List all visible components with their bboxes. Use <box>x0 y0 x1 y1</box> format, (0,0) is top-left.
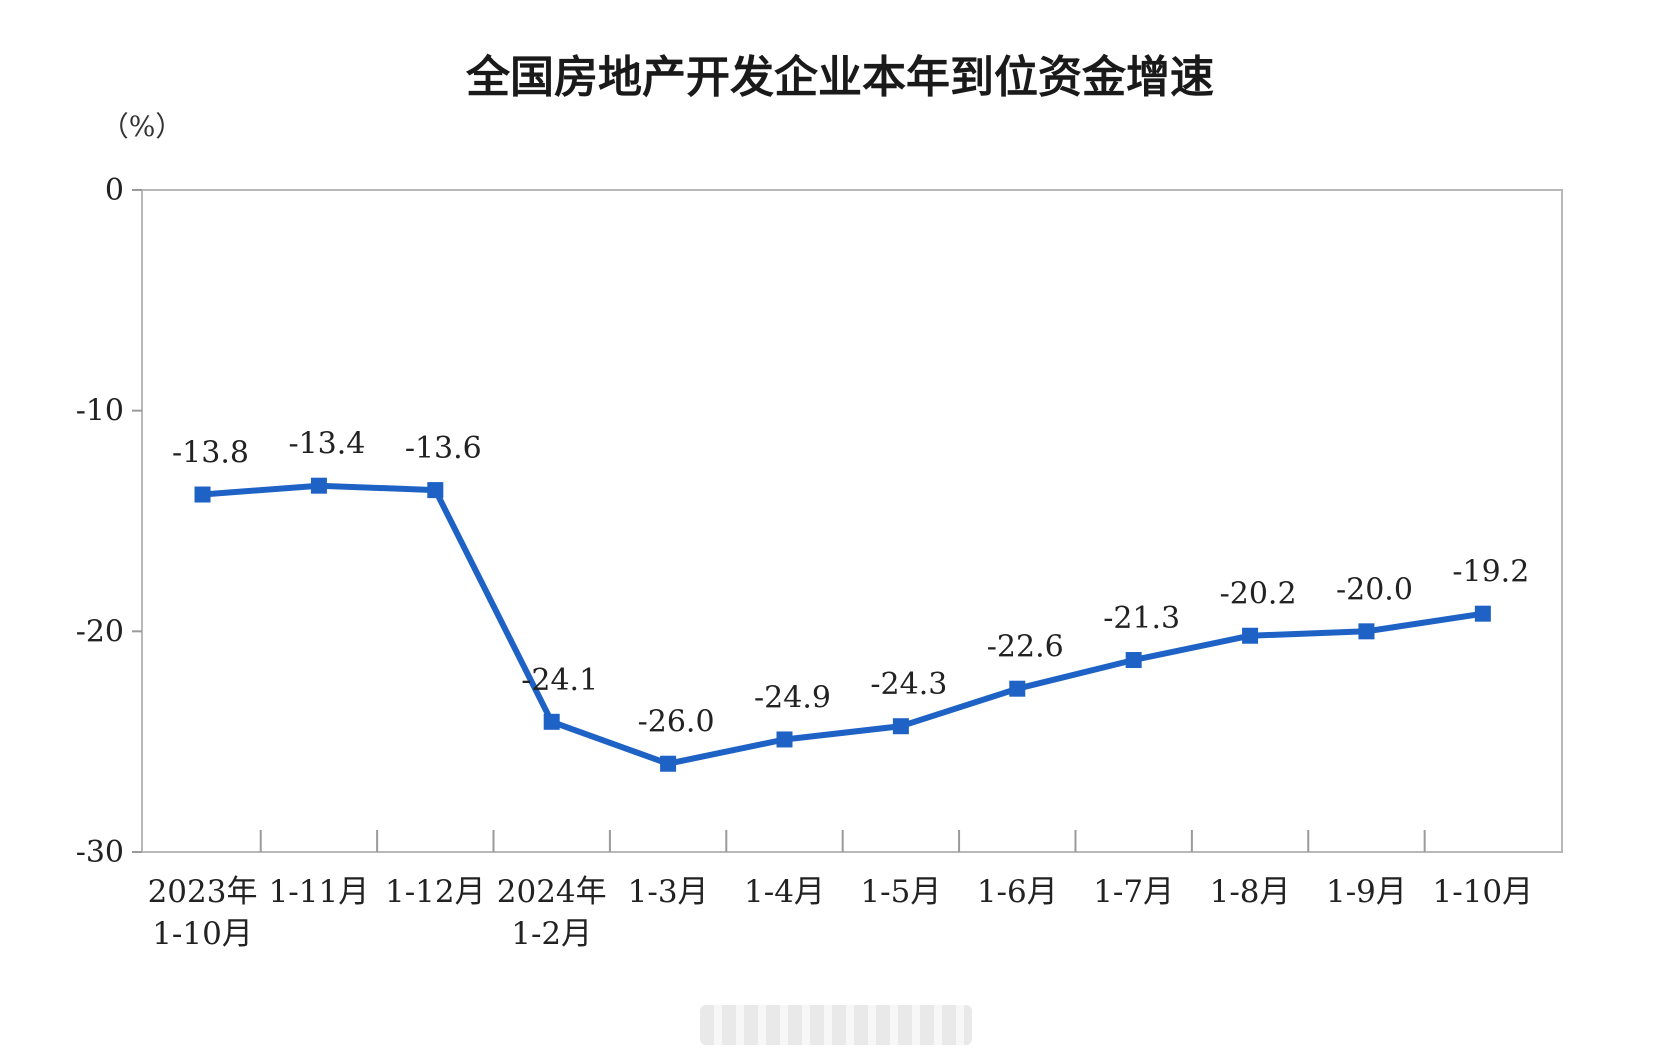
data-point <box>1242 627 1259 644</box>
data-point <box>543 713 560 730</box>
watermark <box>700 1005 972 1045</box>
x-tick-label: 1-6月 <box>977 874 1058 910</box>
data-label: -13.6 <box>405 431 482 466</box>
data-labels: -13.8 -13.4 -13.6 -24.1 -26.0 -24.9 -24.3 -22.6… <box>172 427 1529 740</box>
data-label: -24.1 <box>521 663 598 698</box>
y-axis-unit: （%） <box>101 110 184 143</box>
x-tick-label: 1-3月 <box>628 874 709 910</box>
x-tick-label: 1-8月 <box>1210 874 1291 910</box>
data-label: -21.3 <box>1103 601 1180 636</box>
x-tick-label: 2024年 <box>497 874 607 910</box>
plot-area <box>141 189 1563 853</box>
data-point <box>660 755 677 772</box>
data-label: -19.2 <box>1452 555 1529 590</box>
x-axis: 2023年 1-10月 1-11月 1-12月 2024年 1-2月 1-3月 1-4月 1-5… <box>148 830 1534 952</box>
data-label: -20.0 <box>1336 572 1413 607</box>
x-tick-label: 1-10月 <box>152 916 253 952</box>
data-point <box>892 718 909 735</box>
x-tick-label: 1-2月 <box>511 916 592 952</box>
data-point <box>427 482 444 499</box>
data-label: -13.8 <box>172 436 249 471</box>
x-tick-label: 1-9月 <box>1326 874 1407 910</box>
y-tick-label: -30 <box>76 835 124 870</box>
data-label: -24.3 <box>870 667 947 702</box>
x-tick-label: 1-7月 <box>1093 874 1174 910</box>
data-label: -22.6 <box>987 630 1064 665</box>
series-line <box>199 482 1486 767</box>
data-point <box>1009 680 1026 697</box>
data-label: -13.4 <box>288 427 365 462</box>
data-point <box>1358 623 1375 640</box>
x-tick-label: 1-5月 <box>860 874 941 910</box>
data-point <box>1474 605 1491 622</box>
x-tick-label: 1-4月 <box>744 874 825 910</box>
data-label: -20.2 <box>1220 577 1297 612</box>
x-tick-label: 2023年 <box>148 874 258 910</box>
x-tick-label: 1-12月 <box>385 874 486 910</box>
y-tick-label: 0 <box>105 173 124 208</box>
data-point <box>194 486 211 503</box>
y-axis: 0 -10 -20 -30 <box>76 173 142 870</box>
data-point <box>310 477 327 494</box>
data-label: -26.0 <box>638 705 715 740</box>
y-tick-label: -10 <box>76 394 124 429</box>
y-tick-label: -20 <box>76 614 124 649</box>
x-tick-label: 1-11月 <box>269 874 370 910</box>
chart-title: 全国房地产开发企业本年到位资金增速 <box>465 52 1214 103</box>
data-point <box>776 731 793 748</box>
x-tick-label: 1-10月 <box>1433 874 1534 910</box>
data-label: -24.9 <box>754 680 831 715</box>
series-markers <box>194 477 1491 772</box>
data-point <box>1125 652 1142 669</box>
